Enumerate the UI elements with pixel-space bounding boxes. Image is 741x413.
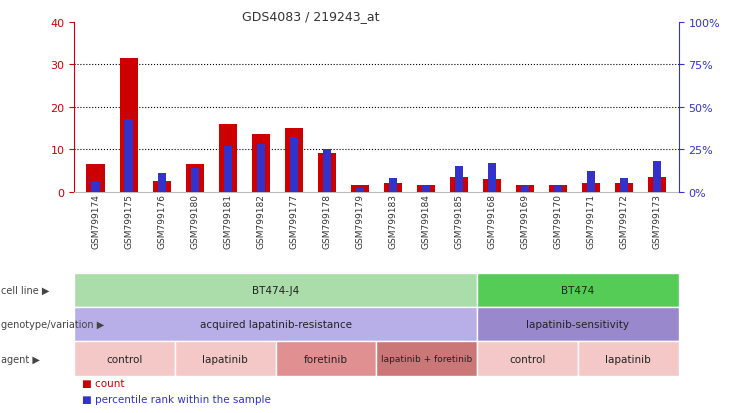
Bar — [252, 135, 270, 192]
Text: control: control — [106, 354, 143, 364]
Bar — [521, 187, 529, 192]
Text: acquired lapatinib-resistance: acquired lapatinib-resistance — [199, 319, 352, 330]
Bar — [219, 124, 237, 192]
Text: GDS4083 / 219243_at: GDS4083 / 219243_at — [242, 10, 380, 23]
Bar — [158, 173, 166, 192]
Bar — [350, 186, 369, 192]
Text: lapatinib: lapatinib — [605, 354, 651, 364]
Bar — [516, 186, 534, 192]
Bar — [483, 179, 501, 192]
Text: lapatinib + foretinib: lapatinib + foretinib — [381, 354, 473, 363]
Bar — [384, 183, 402, 192]
Bar — [549, 186, 568, 192]
Bar — [318, 154, 336, 192]
Text: control: control — [509, 354, 546, 364]
Bar — [554, 187, 562, 192]
Bar — [185, 164, 204, 192]
Bar — [582, 183, 600, 192]
Bar — [417, 186, 435, 192]
Text: foretinib: foretinib — [304, 354, 348, 364]
Bar — [356, 189, 364, 192]
Text: genotype/variation ▶: genotype/variation ▶ — [1, 319, 104, 330]
Bar — [256, 145, 265, 192]
Bar — [153, 181, 170, 192]
Bar — [653, 161, 662, 192]
Bar — [224, 146, 232, 192]
Bar — [648, 177, 666, 192]
Bar — [119, 59, 138, 192]
Bar — [190, 169, 199, 192]
Text: BT474: BT474 — [562, 285, 594, 295]
Bar — [323, 150, 331, 192]
Text: lapatinib: lapatinib — [202, 354, 248, 364]
Bar — [587, 172, 595, 192]
Bar — [124, 119, 133, 192]
Bar — [389, 178, 397, 192]
Bar — [91, 183, 100, 192]
Text: agent ▶: agent ▶ — [1, 354, 39, 364]
Bar — [615, 183, 634, 192]
Bar — [455, 166, 463, 192]
Bar — [620, 178, 628, 192]
Text: BT474-J4: BT474-J4 — [252, 285, 299, 295]
Bar — [290, 138, 298, 192]
Bar — [422, 187, 430, 192]
Bar — [87, 164, 104, 192]
Bar — [285, 128, 303, 192]
Text: lapatinib-sensitivity: lapatinib-sensitivity — [526, 319, 630, 330]
Text: ■ percentile rank within the sample: ■ percentile rank within the sample — [82, 394, 270, 404]
Bar — [450, 177, 468, 192]
Text: ■ count: ■ count — [82, 378, 124, 388]
Bar — [488, 163, 496, 192]
Text: cell line ▶: cell line ▶ — [1, 285, 49, 295]
